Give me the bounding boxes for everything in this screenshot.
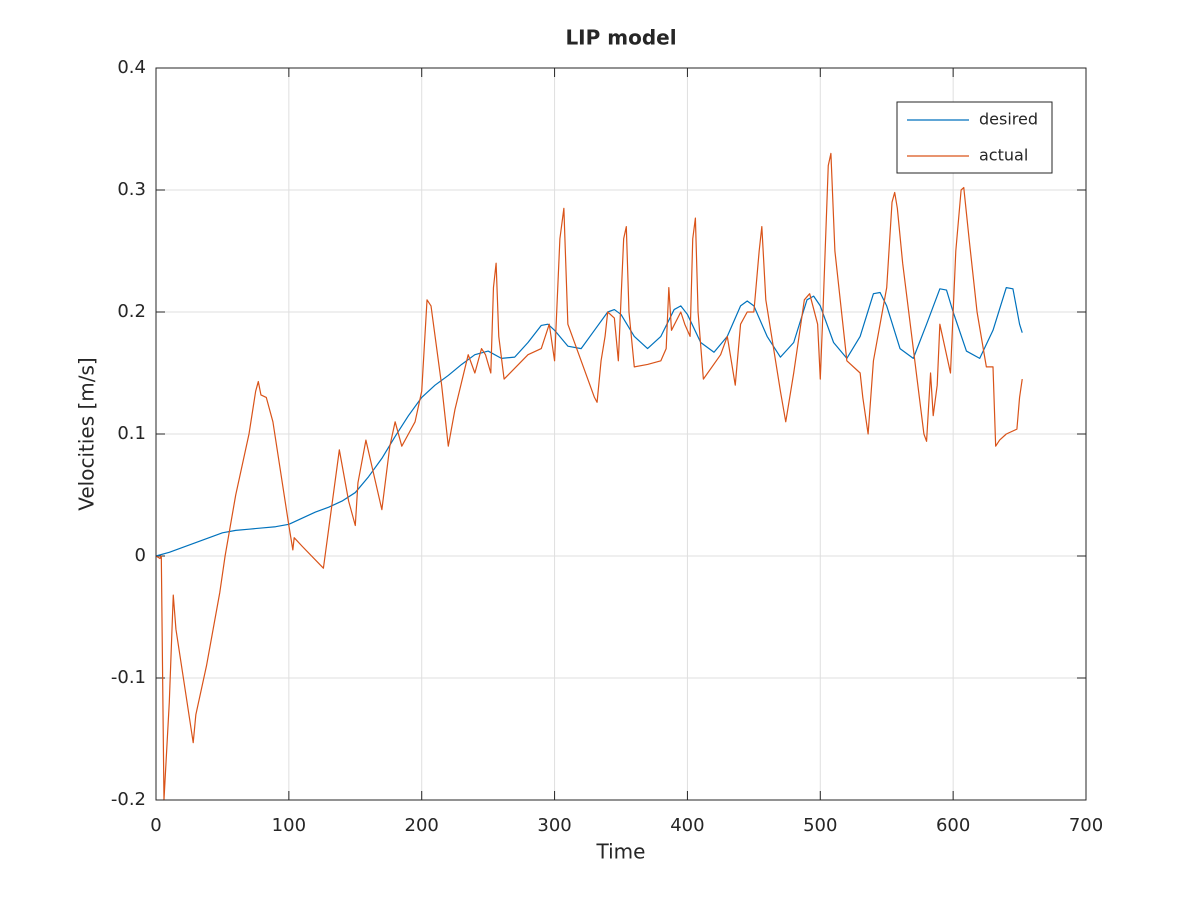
x-tick-label: 200 <box>405 815 439 836</box>
x-tick-label: 700 <box>1069 815 1103 836</box>
y-tick-label: 0.4 <box>117 57 146 78</box>
x-tick-label: 300 <box>537 815 571 836</box>
x-tick-label: 500 <box>803 815 837 836</box>
chart-title: LIP model <box>565 26 676 50</box>
data-line <box>155 287 1023 557</box>
legend-label: actual <box>979 146 1028 165</box>
data-line <box>155 152 1023 801</box>
y-axis-label: Velocities [m/s] <box>75 357 99 511</box>
x-axis-label: Time <box>596 840 646 864</box>
y-tick-label: 0 <box>135 545 146 566</box>
x-tick-label: 100 <box>272 815 306 836</box>
legend-box <box>896 101 1053 174</box>
axes-box <box>155 67 1087 801</box>
y-tick-label: 0.2 <box>117 301 146 322</box>
y-tick-label: -0.1 <box>111 667 146 688</box>
legend-label: desired <box>979 110 1038 129</box>
y-tick-label: -0.2 <box>111 789 146 810</box>
x-tick-label: 600 <box>936 815 970 836</box>
y-tick-label: 0.1 <box>117 423 146 444</box>
x-tick-label: 0 <box>150 815 161 836</box>
x-tick-label: 400 <box>670 815 704 836</box>
y-tick-label: 0.3 <box>117 179 146 200</box>
